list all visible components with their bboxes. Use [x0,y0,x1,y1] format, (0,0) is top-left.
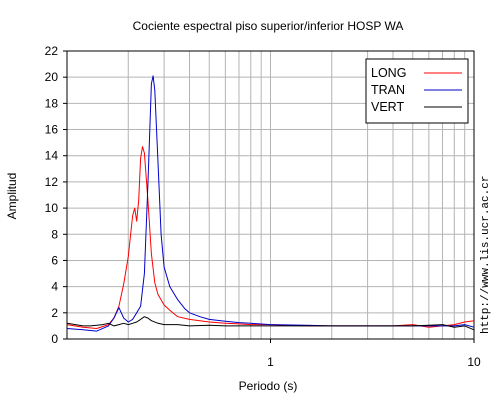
y-tick-label: 12 [45,175,59,189]
grid [67,51,474,339]
x-tick-label: 1 [267,355,274,369]
series-layer [66,75,475,332]
x-axis-label: Periodo (s) [239,379,298,393]
y-tick-label: 0 [51,332,58,346]
series-line-vert [66,316,475,331]
y-axis-ticks: 0 2 4 6 8 10 12 14 16 18 20 22 [45,44,67,346]
legend: LONG TRAN VERT [365,58,469,124]
y-tick-label: 2 [51,306,58,320]
y-tick-label: 6 [51,253,58,267]
credit-url: http://www.lis.ucr.ac.cr [480,176,492,334]
y-tick-label: 4 [51,280,58,294]
y-tick-label: 16 [45,123,59,137]
legend-label-vert: VERT [371,100,404,114]
chart-title: Cociente espectral piso superior/inferio… [133,19,404,33]
legend-box [365,58,469,124]
legend-label-tran: TRAN [371,83,405,97]
x-tick-label: 10 [467,355,481,369]
legend-label-long: LONG [371,66,406,80]
y-tick-label: 10 [45,201,59,215]
y-tick-label: 14 [45,149,59,163]
y-tick-label: 20 [45,70,59,84]
y-tick-label: 8 [51,227,58,241]
y-tick-label: 18 [45,96,59,110]
y-tick-label: 22 [45,44,59,58]
x-axis-ticks: 1 10 [267,339,481,369]
y-axis-label: Amplitud [5,173,19,220]
